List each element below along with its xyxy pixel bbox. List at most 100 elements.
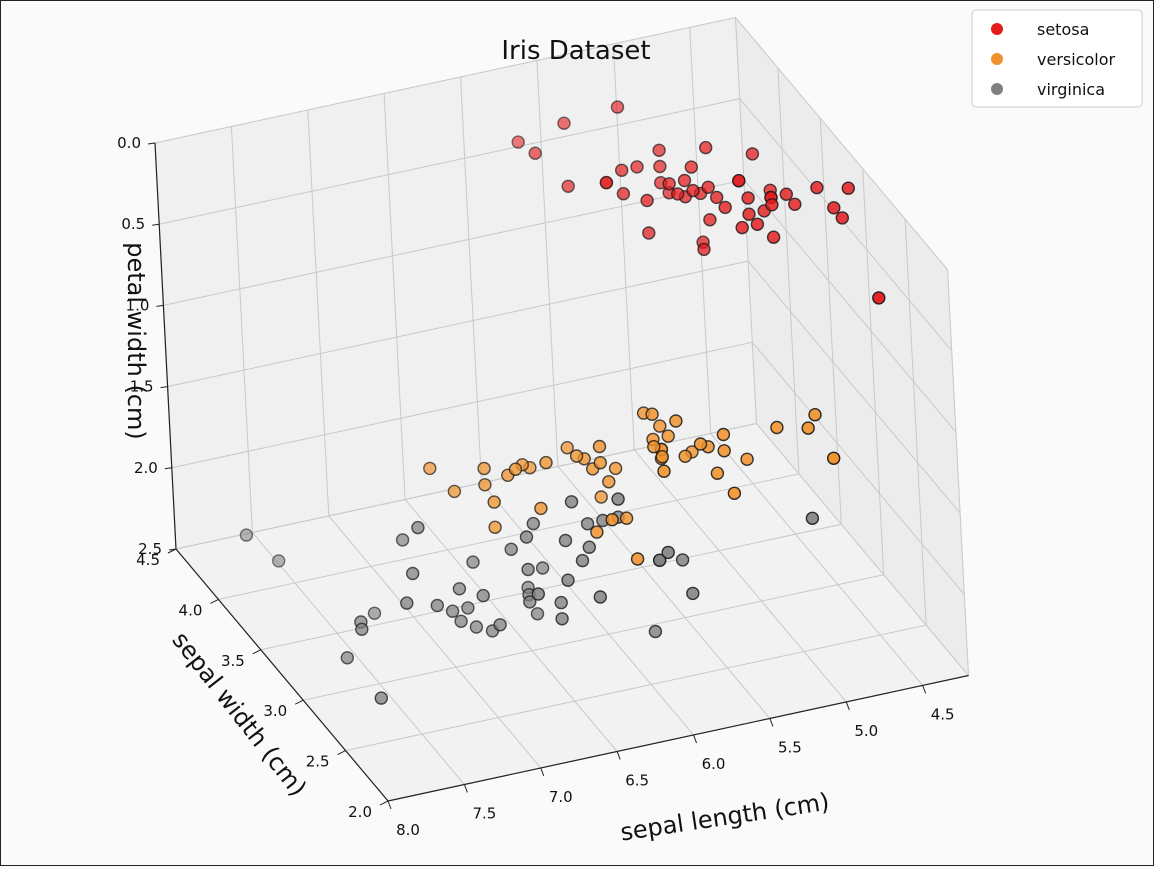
point-versicolor bbox=[693, 437, 708, 451]
y-axis-ticks: 2.0 2.5 3.0 3.5 4.0 4.5 bbox=[136, 548, 389, 821]
chart-title: Iris Dataset bbox=[501, 36, 650, 66]
point-virginica bbox=[805, 511, 820, 525]
point-virginica bbox=[411, 520, 425, 535]
point-virginica bbox=[239, 528, 254, 542]
point-setosa bbox=[827, 201, 841, 215]
point-versicolor bbox=[808, 408, 822, 422]
x-axis-label: sepal length (cm) bbox=[618, 788, 831, 847]
legend-label-setosa: setosa bbox=[1037, 20, 1089, 39]
point-virginica bbox=[454, 614, 468, 628]
point-virginica bbox=[580, 517, 595, 531]
point-virginica bbox=[575, 553, 590, 568]
point-versicolor bbox=[657, 464, 671, 478]
point-virginica bbox=[445, 604, 460, 618]
point-virginica bbox=[400, 596, 414, 610]
point-setosa bbox=[615, 163, 629, 178]
point-versicolor bbox=[488, 520, 502, 534]
point-versicolor bbox=[827, 451, 841, 465]
x-axis-line bbox=[387, 674, 969, 802]
grid-line-z bbox=[175, 422, 969, 676]
point-versicolor bbox=[655, 450, 669, 464]
point-setosa bbox=[662, 177, 676, 191]
x-tick-label: 6.0 bbox=[702, 755, 726, 773]
point-setosa bbox=[765, 198, 779, 212]
legend-entries: setosa versicolor virginica bbox=[991, 20, 1115, 99]
point-virginica bbox=[395, 533, 410, 547]
point-versicolor bbox=[508, 462, 523, 476]
x-tick-mark bbox=[387, 800, 392, 810]
point-versicolor bbox=[605, 513, 619, 527]
point-versicolor bbox=[592, 439, 607, 454]
point-setosa bbox=[766, 230, 781, 244]
z-tick-mark bbox=[156, 304, 164, 307]
point-setosa bbox=[788, 197, 802, 212]
point-versicolor bbox=[539, 455, 553, 470]
y-tick-label: 3.0 bbox=[263, 702, 287, 720]
point-virginica bbox=[493, 618, 507, 632]
data-points bbox=[239, 100, 886, 705]
z-tick-mark bbox=[147, 142, 156, 145]
y-tick-mark bbox=[167, 548, 177, 554]
x-tick-mark bbox=[616, 751, 621, 760]
y-axis-line bbox=[175, 548, 389, 802]
grid-line-z bbox=[159, 98, 953, 352]
grid-line-z bbox=[167, 260, 961, 514]
legend-marker-setosa bbox=[991, 23, 1003, 35]
y-tick-label: 4.5 bbox=[136, 551, 160, 569]
point-versicolor bbox=[630, 552, 645, 566]
point-setosa bbox=[616, 186, 631, 201]
point-setosa bbox=[652, 143, 666, 158]
legend-marker-virginica bbox=[991, 83, 1003, 95]
point-versicolor bbox=[801, 421, 815, 435]
z-tick-label: 2.0 bbox=[134, 459, 158, 477]
point-versicolor bbox=[602, 475, 616, 489]
y-tick-label: 2.0 bbox=[348, 803, 372, 821]
point-versicolor bbox=[478, 478, 492, 492]
point-versicolor bbox=[447, 484, 462, 499]
z-axis-line bbox=[154, 142, 177, 550]
x-tick-mark bbox=[845, 701, 850, 711]
z-tick-label: 1.5 bbox=[130, 378, 154, 396]
point-setosa bbox=[653, 159, 667, 174]
z-axis-ticks: 0.0 0.5 1.0 1.5 2.0 2.5 bbox=[117, 134, 177, 558]
point-virginica bbox=[554, 595, 568, 610]
point-setosa bbox=[511, 135, 525, 149]
point-setosa bbox=[745, 147, 760, 161]
point-virginica bbox=[519, 530, 534, 544]
legend: setosa versicolor virginica bbox=[971, 9, 1143, 108]
point-setosa bbox=[599, 175, 614, 190]
point-virginica bbox=[661, 545, 675, 560]
point-setosa bbox=[710, 190, 724, 205]
point-virginica bbox=[648, 624, 663, 639]
z-tick-mark bbox=[164, 467, 172, 470]
y-tick-label: 2.5 bbox=[306, 753, 330, 771]
point-virginica bbox=[272, 554, 286, 568]
axes-panes bbox=[154, 16, 970, 802]
point-virginica bbox=[593, 590, 607, 604]
point-setosa bbox=[779, 187, 793, 201]
x-tick-label: 7.0 bbox=[549, 788, 573, 806]
grid-line-z bbox=[154, 16, 948, 270]
point-setosa bbox=[732, 173, 746, 188]
point-setosa bbox=[742, 207, 756, 221]
point-virginica bbox=[686, 586, 700, 601]
y-tick-label: 4.0 bbox=[179, 601, 203, 619]
legend-label-virginica: virginica bbox=[1037, 80, 1105, 99]
x-tick-label: 5.5 bbox=[778, 738, 802, 756]
point-virginica bbox=[558, 533, 573, 548]
point-virginica bbox=[523, 595, 537, 609]
point-versicolor bbox=[477, 461, 491, 476]
legend-marker-versicolor bbox=[991, 53, 1003, 65]
point-setosa bbox=[557, 116, 571, 130]
point-virginica bbox=[555, 612, 569, 626]
point-versicolor bbox=[590, 525, 604, 539]
point-versicolor bbox=[770, 420, 784, 435]
point-setosa bbox=[561, 179, 575, 194]
point-versicolor bbox=[608, 461, 623, 476]
point-versicolor bbox=[594, 490, 608, 504]
point-versicolor bbox=[669, 414, 683, 428]
axis-lines bbox=[154, 142, 969, 802]
point-virginica bbox=[561, 573, 575, 587]
point-virginica bbox=[466, 555, 480, 569]
